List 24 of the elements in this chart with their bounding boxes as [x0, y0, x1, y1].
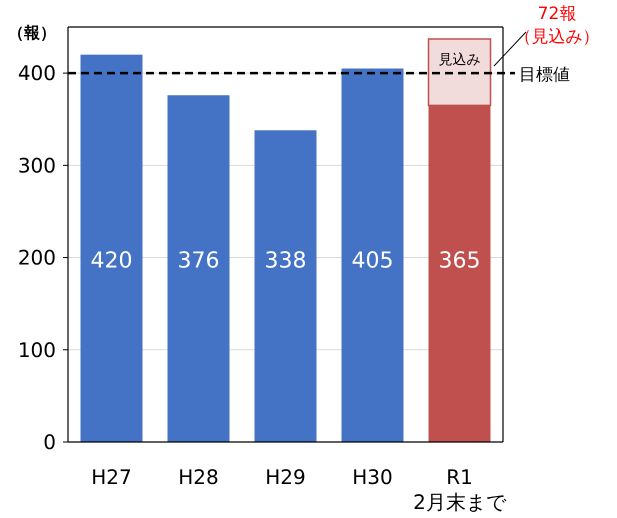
data-label: 338 — [264, 248, 306, 274]
data-label: 420 — [90, 248, 132, 274]
y-axis-title: （報） — [8, 23, 56, 42]
y-tick-label: 400 — [18, 61, 56, 86]
y-tick-label: 0 — [43, 430, 56, 454]
y-tick-label: 200 — [18, 246, 56, 270]
data-label: 405 — [352, 248, 394, 274]
data-label: 376 — [178, 248, 220, 274]
x-tick-label: H28 — [178, 465, 219, 489]
text: （見込み） — [514, 27, 600, 47]
bar — [168, 95, 230, 442]
y-tick-label: 300 — [18, 153, 56, 178]
x-tick-label: H29 — [265, 465, 306, 489]
annotation: 見込み — [438, 52, 480, 68]
data-label: 365 — [438, 248, 480, 274]
bar — [342, 68, 404, 442]
x-tick-label: R1 2月末まで — [413, 465, 507, 514]
bar — [80, 54, 142, 442]
x-tick-label: H27 — [91, 465, 132, 489]
bar — [254, 130, 316, 442]
y-tick-label: 100 — [18, 338, 56, 362]
ref-line-label: 目標値 — [519, 65, 570, 86]
text: 72報 — [538, 4, 576, 24]
x-tick-label: H30 — [352, 465, 393, 489]
